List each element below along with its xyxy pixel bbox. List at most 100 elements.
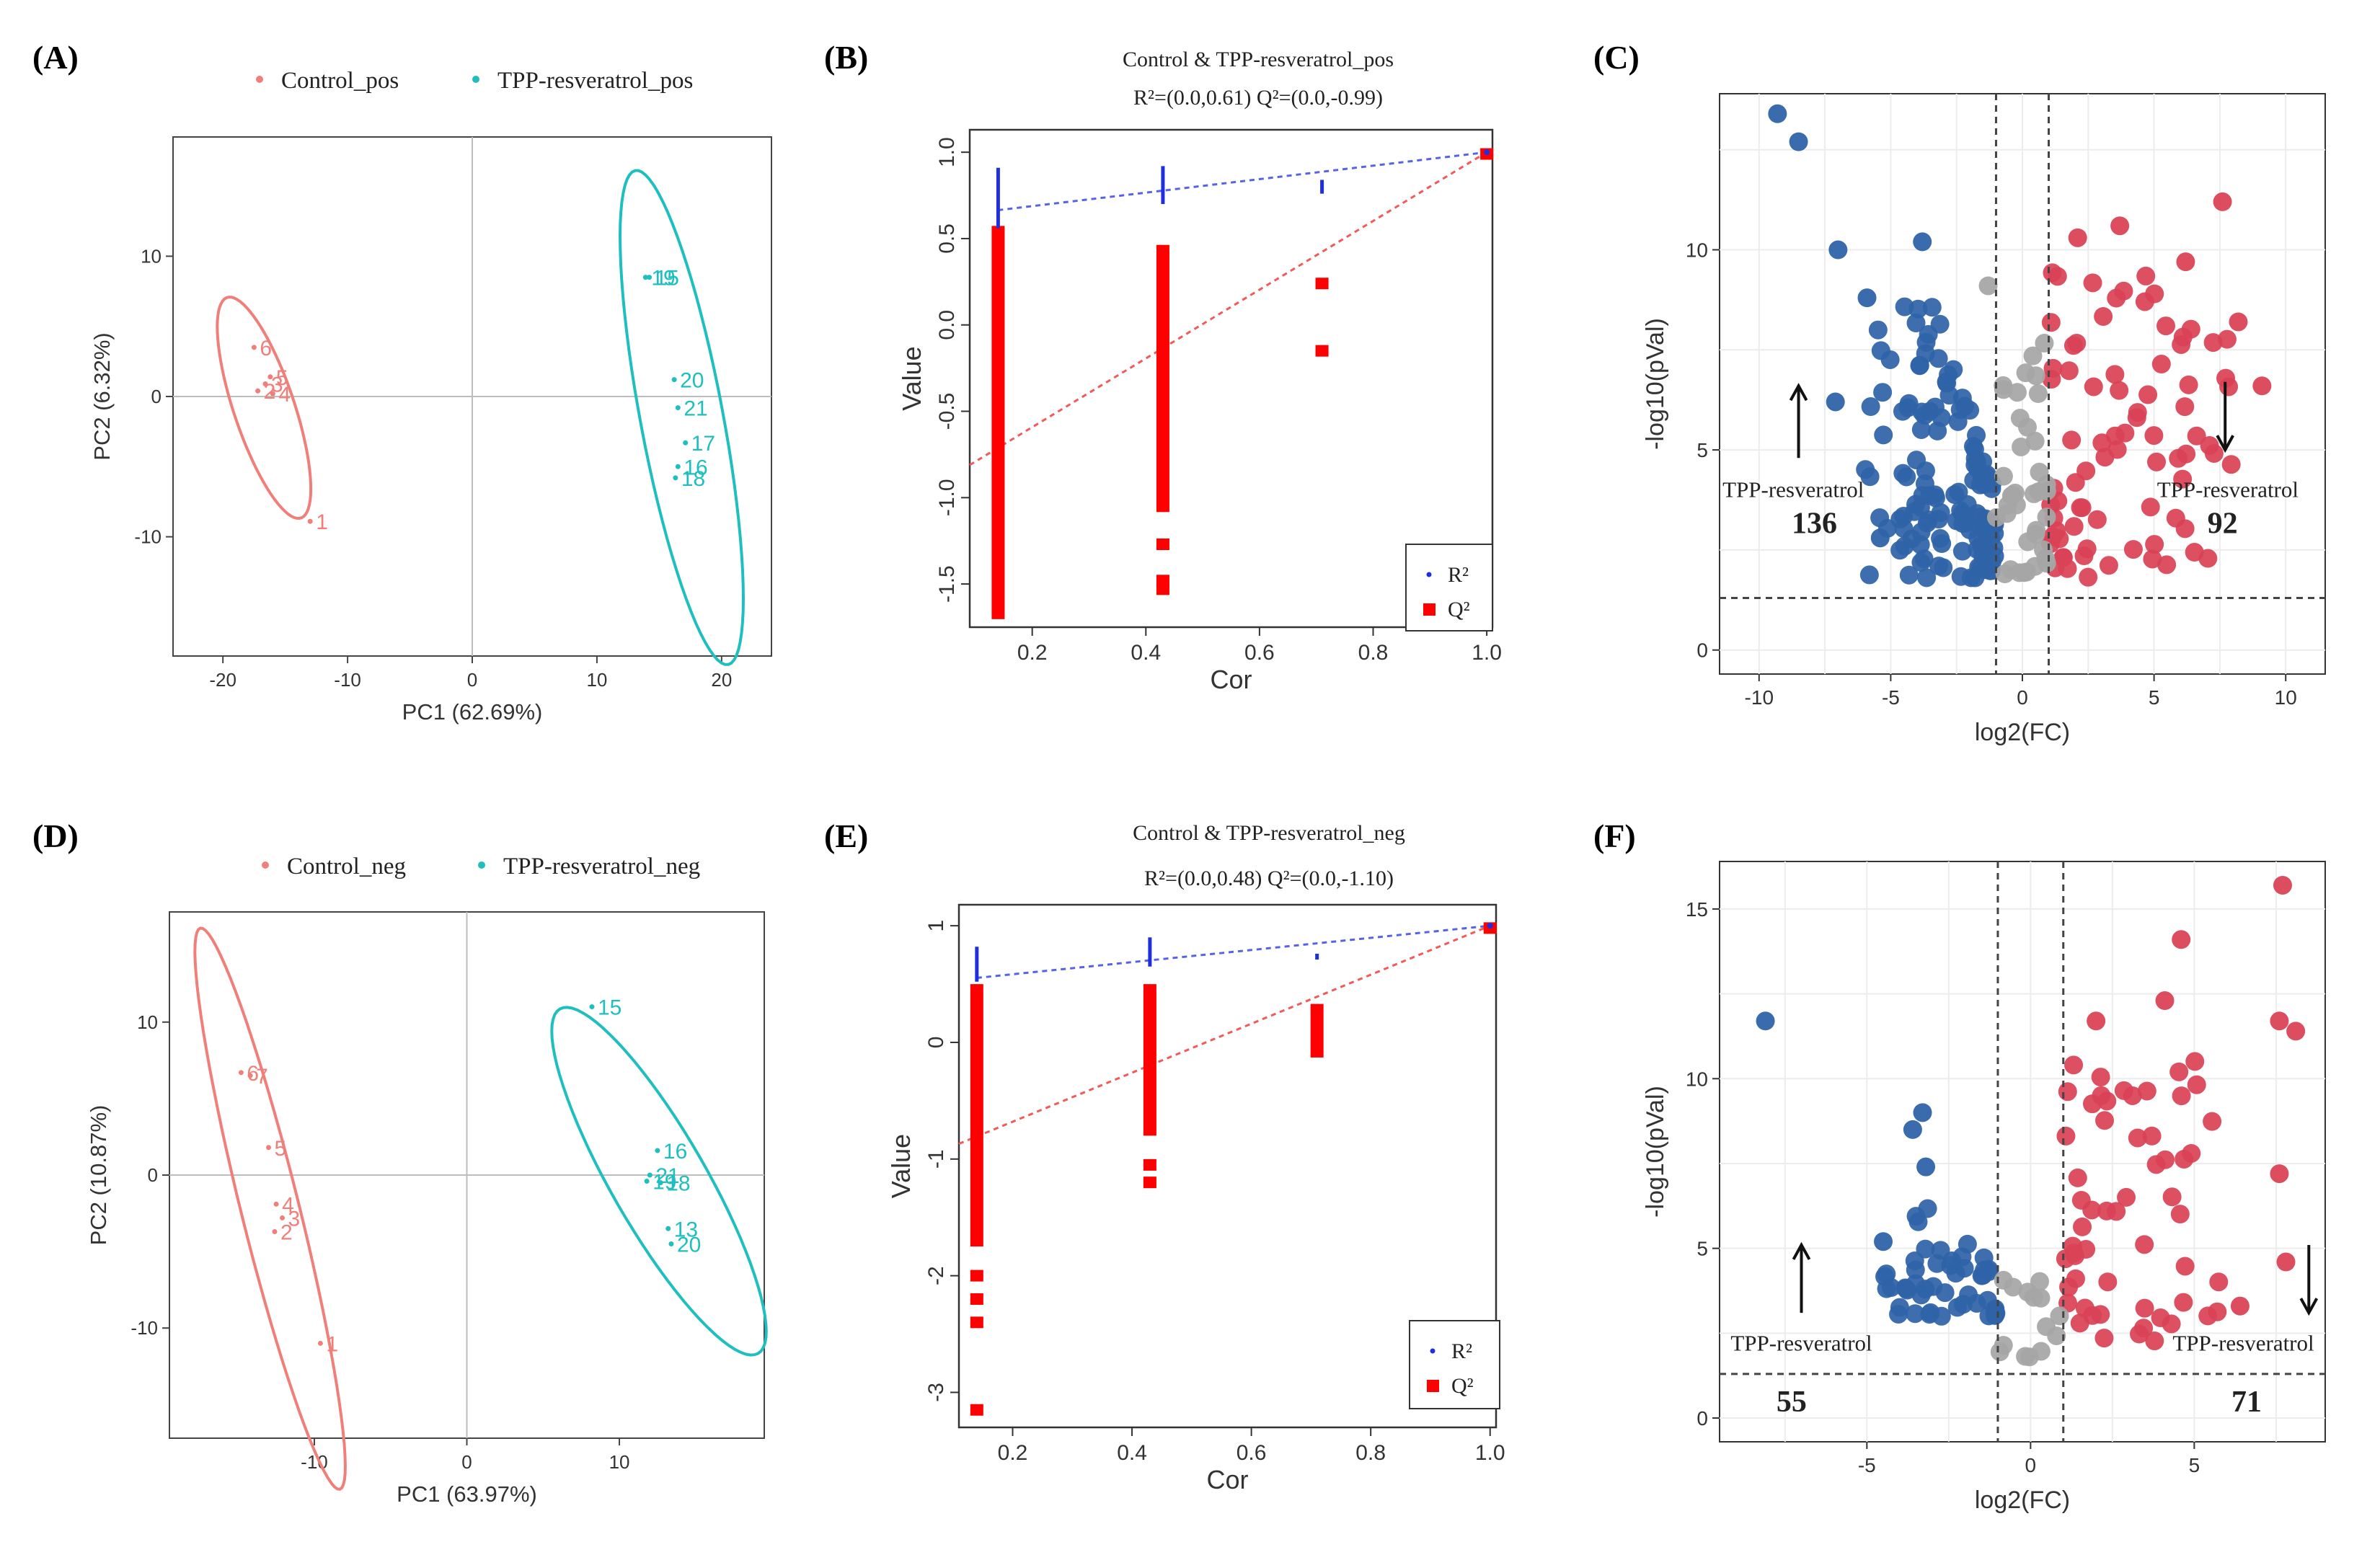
r2-point (1484, 149, 1490, 156)
feature-point-down (2048, 267, 2067, 286)
feature-point-down (2145, 535, 2164, 554)
x-tick-label: 0.4 (1131, 641, 1161, 665)
feature-point-down (2136, 266, 2156, 285)
feature-point-down (2144, 426, 2164, 446)
x-tick-label: -5 (1882, 686, 1900, 709)
feature-point-up (1861, 397, 1880, 417)
feature-point-down (2115, 423, 2135, 443)
sample-point (272, 1229, 278, 1235)
plot-frame (957, 903, 1498, 1429)
sample-label: 2 (264, 380, 276, 404)
sample-label: 20 (677, 1233, 701, 1257)
x-tick-label: 0.8 (1355, 1441, 1386, 1465)
group-label: TPP-resveratrol (1730, 1330, 1872, 1355)
feature-point-down (2043, 358, 2063, 378)
feature-point-down (2123, 540, 2143, 559)
feature-point-up (1968, 504, 1987, 523)
legend-treated-neg: TPP-resveratrol_neg (503, 854, 700, 879)
feature-point-down (2083, 273, 2102, 293)
feature-point-ns (2047, 1326, 2066, 1345)
feature-point-down (2176, 252, 2195, 272)
feature-point-up (1917, 568, 1937, 588)
sample-point (671, 377, 677, 383)
sample-label: 15 (598, 996, 621, 1020)
feature-point-ns (1994, 466, 2013, 486)
q2-point-stack (1310, 1003, 1324, 1058)
panel-f: -5 0 5 0 5 10 15 log2(FC) -log10(pVal) TPP-resver… (1642, 861, 2326, 1514)
y-tick-label: -1 (924, 1149, 948, 1169)
feature-point-down (2073, 1217, 2092, 1236)
feature-point-down (2142, 1126, 2162, 1146)
q2-point-stack (1156, 244, 1169, 513)
y-tick-label: -0.5 (935, 393, 959, 430)
y-tick-label: -1.0 (935, 479, 959, 516)
feature-point-up (1930, 314, 1950, 334)
sample-point (668, 1241, 674, 1246)
legend-box (1409, 1320, 1500, 1409)
arrow-head-up (1789, 383, 1808, 402)
feature-point-down (2105, 365, 2125, 384)
group-label: TPP-resveratrol (2172, 1330, 2314, 1355)
group-label: TPP-resveratrol (2157, 477, 2299, 502)
q2-point (1143, 1177, 1156, 1189)
feature-point-up (1946, 1264, 1965, 1283)
feature-point-down (2058, 1082, 2077, 1102)
feature-point-up (1979, 1306, 1999, 1326)
feature-point-up (1868, 320, 1888, 340)
feature-point-down (2175, 1149, 2194, 1169)
group-label: TPP-resveratrol (1722, 477, 1864, 502)
x-tick-label: 0.8 (1358, 641, 1389, 665)
feature-point-down (2041, 313, 2061, 332)
feature-point-up (1913, 1103, 1932, 1122)
sample-label: 18 (681, 467, 705, 491)
y-tick-label: -3 (924, 1383, 948, 1402)
feature-point-up (1890, 541, 1910, 560)
feature-point-up (1906, 314, 1926, 333)
feature-point-up (1952, 541, 1972, 561)
feature-point-ns (2025, 431, 2045, 451)
feature-point-up (1911, 535, 1930, 554)
feature-point-down (2174, 1293, 2193, 1312)
feature-point-down (2091, 1305, 2110, 1324)
feature-point-down (2098, 1272, 2118, 1292)
feature-point-down (2187, 1075, 2206, 1094)
feature-point-down (2162, 1187, 2182, 1207)
sample-point (273, 1201, 279, 1207)
feature-point-down (2143, 549, 2162, 569)
legend-q2-marker (1423, 603, 1435, 616)
feature-point-up (1918, 1199, 1937, 1218)
legend-control-pos-marker (256, 76, 263, 83)
sample-point (307, 518, 313, 524)
feature-point-down (2091, 1068, 2110, 1087)
feature-point-up (1897, 467, 1916, 487)
y-axis-label: PC2 (10.87%) (86, 1105, 111, 1246)
feature-point-ns (2016, 1347, 2035, 1366)
sample-point (317, 1340, 323, 1346)
q2-point (1315, 345, 1329, 357)
q2-point (1315, 278, 1329, 290)
feature-point-down (2187, 426, 2206, 446)
feature-point-up (1916, 1157, 1936, 1177)
feature-point-down (2095, 1111, 2115, 1130)
sample-point (266, 1145, 271, 1151)
feature-point-down (2147, 452, 2167, 471)
feature-point-up (1916, 332, 1936, 352)
feature-point-up (1955, 396, 1975, 416)
feature-point-down (2059, 361, 2079, 381)
feature-point-up (1929, 510, 1948, 529)
y-tick-label: -2 (924, 1266, 948, 1285)
feature-point-down (2229, 312, 2248, 332)
y-axis-label: PC2 (6.32%) (89, 332, 115, 460)
arrow-head-down (2299, 1298, 2319, 1316)
sample-point (644, 1178, 650, 1184)
sample-label: 1 (316, 510, 328, 534)
y-tick-label: 10 (1686, 239, 1708, 262)
panel-e-subtitle: R²=(0.0,0.48) Q²=(0.0,-1.10) (1144, 867, 1394, 890)
panel-label-d: (D) (32, 817, 79, 854)
sample-point (658, 1180, 663, 1186)
feature-point-up (1978, 1290, 1997, 1310)
feature-point-up (1974, 1248, 1994, 1267)
q2-point (970, 1404, 983, 1416)
feature-point-down (2185, 1052, 2205, 1071)
sample-point (675, 464, 681, 469)
